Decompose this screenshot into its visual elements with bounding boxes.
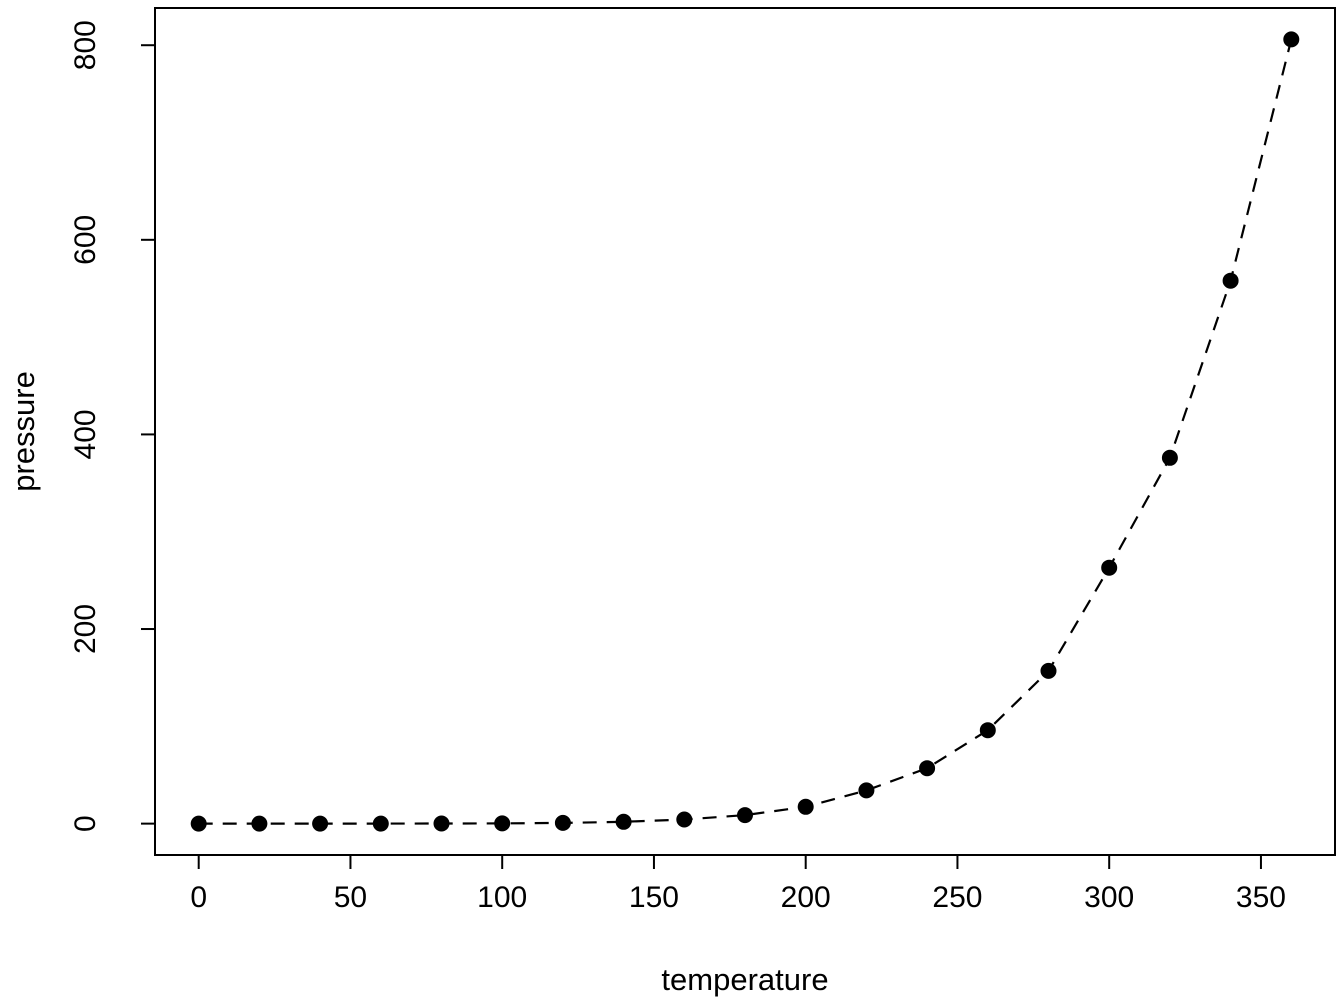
y-axis-label: pressure [6, 371, 41, 492]
ticks-layer: 0 50 100 150 200 250 300 350 0 200 400 600 800 [69, 20, 1286, 914]
y-tick-label: 800 [69, 20, 102, 70]
data-point [615, 813, 632, 830]
y-tick-label: 200 [69, 604, 102, 654]
data-point [251, 815, 268, 832]
points-layer [190, 31, 1300, 832]
data-point [1161, 449, 1178, 466]
data-point [312, 815, 329, 832]
series-line [198, 39, 1293, 825]
data-point [919, 760, 936, 777]
y-tick-label: 400 [69, 409, 102, 459]
y-tick-label: 0 [69, 815, 102, 832]
x-axis-label: temperature [661, 962, 828, 997]
data-point [797, 798, 814, 815]
data-point [676, 811, 693, 828]
data-point [433, 815, 450, 832]
x-tick-label: 0 [190, 881, 207, 914]
data-point [1283, 31, 1300, 48]
data-point [372, 815, 389, 832]
data-point [494, 815, 511, 832]
data-point [1101, 559, 1118, 576]
y-tick-label: 600 [69, 215, 102, 265]
x-tick-label: 300 [1084, 881, 1134, 914]
data-point [554, 814, 571, 831]
x-tick-label: 150 [629, 881, 679, 914]
x-tick-label: 50 [334, 881, 367, 914]
data-point [190, 815, 207, 832]
x-tick-label: 200 [781, 881, 831, 914]
data-point [737, 807, 753, 824]
data-point [1040, 662, 1057, 679]
data-point [858, 782, 875, 799]
x-tick-label: 100 [477, 881, 527, 914]
data-point [1222, 272, 1239, 289]
x-tick-label: 250 [932, 881, 982, 914]
data-point [979, 722, 996, 739]
plot-border [154, 7, 1336, 856]
x-tick-label: 350 [1236, 881, 1286, 914]
